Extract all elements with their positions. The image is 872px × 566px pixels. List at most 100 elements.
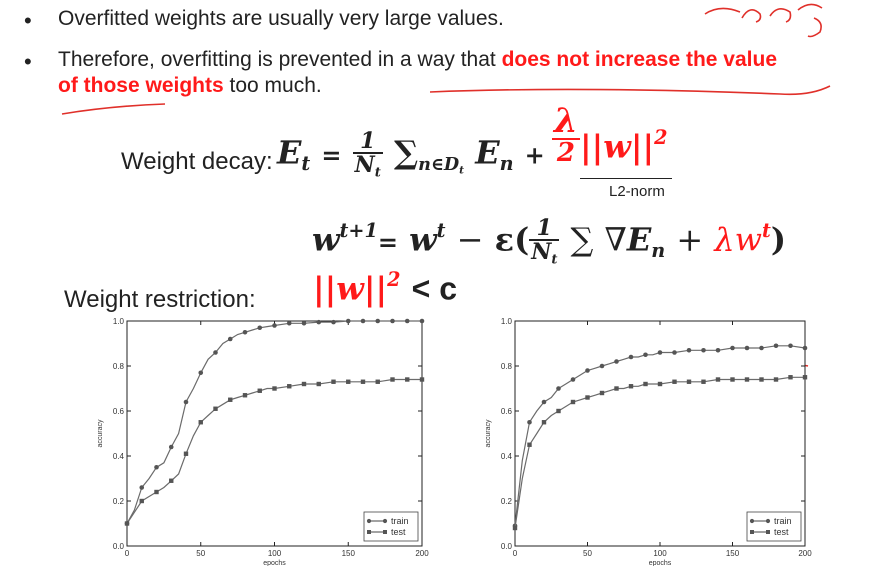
legend-box	[363, 511, 419, 542]
sum-sub: n∈Dt	[418, 154, 464, 177]
legend-marker	[383, 530, 387, 534]
x-tick-label: 100	[268, 549, 282, 558]
data-point-test	[198, 420, 203, 425]
x-tick-label: 100	[653, 549, 667, 558]
data-point-train	[686, 347, 692, 353]
y-tick-label: 0.2	[113, 497, 125, 506]
y-tick-label: 1.0	[113, 317, 125, 326]
nabla-symbol: ∇	[604, 220, 627, 259]
data-point-train	[419, 318, 425, 324]
legend-label-train: train	[774, 516, 792, 526]
data-point-train	[643, 352, 648, 358]
data-point-test	[614, 386, 619, 391]
equals-sign: =	[377, 227, 398, 257]
data-point-test	[759, 377, 764, 382]
data-point-test	[301, 381, 307, 387]
data-point-train	[527, 419, 532, 425]
data-point-test	[183, 451, 189, 456]
data-point-test	[585, 395, 590, 400]
data-point-train	[556, 386, 561, 391]
plot-frame	[126, 320, 423, 547]
math-sub-n: n	[651, 239, 666, 263]
y-tick-label: 0.0	[501, 542, 513, 551]
math-en: E	[475, 133, 500, 172]
bullet-text-2: Therefore, overfitting is prevented in a…	[58, 48, 777, 71]
data-point-train	[788, 343, 793, 349]
data-point-test	[788, 375, 793, 380]
data-point-train	[599, 363, 605, 369]
fraction: 1 Nt	[352, 130, 383, 181]
bullet-text-1: Overfitted weights are usually very larg…	[58, 7, 504, 30]
data-point-test	[405, 377, 410, 382]
data-point-train	[227, 336, 233, 342]
data-point-test	[272, 386, 277, 391]
data-point-test	[242, 393, 248, 398]
frac-den-sub: t	[374, 165, 381, 181]
math-w: w	[312, 220, 340, 259]
data-point-train	[390, 318, 395, 324]
data-point-test	[390, 377, 395, 382]
epsilon: ε(	[494, 220, 530, 259]
fraction: 1 Nt	[529, 217, 560, 267]
bullet-2-post: too much.	[223, 74, 322, 97]
data-point-test	[213, 406, 218, 411]
y-tick-label: 1.0	[501, 317, 513, 326]
legend-label-test: test	[774, 527, 789, 537]
data-point-train	[744, 345, 750, 351]
data-point-test	[257, 388, 262, 393]
chart-right: 0.0 0.2 0.4 0.6 0.8 1.0 0 50 100 150 200 epochs accu…	[485, 317, 812, 566]
data-point-test	[715, 377, 721, 382]
math-sup: t+1	[339, 218, 378, 242]
frac-den: Nt	[529, 241, 559, 267]
data-point-train	[213, 350, 218, 355]
data-point-train	[242, 329, 248, 335]
data-point-train	[257, 325, 263, 331]
highlight-line-2: of those weights	[58, 74, 224, 97]
legend-marker	[750, 530, 754, 534]
data-point-test	[643, 381, 648, 387]
restriction-norm: ||w||	[313, 269, 388, 308]
lambda: λ	[552, 101, 580, 141]
frac-den-n: N	[354, 152, 375, 178]
data-point-test	[744, 377, 750, 382]
data-point-train	[360, 318, 366, 324]
data-point-test	[541, 420, 547, 425]
math-w: w	[409, 220, 437, 259]
data-point-train	[345, 318, 351, 324]
data-point-train	[759, 345, 764, 351]
math-e: E	[277, 133, 302, 172]
frac-num: 1	[352, 130, 383, 154]
underline-stroke	[61, 103, 166, 115]
data-point-train	[628, 354, 634, 360]
two: 2	[556, 138, 575, 168]
math-sup: t	[436, 218, 446, 242]
data-point-train	[375, 318, 381, 324]
y-tick-label: 0.6	[113, 407, 125, 416]
l2-norm-caption: L2-norm	[609, 183, 665, 200]
sum-symbol: ∑	[394, 133, 419, 172]
data-point-test	[730, 377, 735, 382]
sum-symbol: ∑	[570, 220, 594, 259]
data-point-test	[802, 375, 808, 380]
legend-marker	[382, 518, 388, 524]
data-point-train	[404, 318, 410, 324]
y-tick-label: 0.8	[501, 362, 513, 371]
l2-underline	[580, 178, 672, 179]
data-point-test	[686, 379, 692, 384]
data-point-train	[802, 345, 808, 351]
y-tick-label: 0.6	[501, 407, 513, 416]
bullet-text-2-cont: of those weights too much.	[58, 74, 322, 97]
legend-marker	[765, 518, 771, 524]
data-point-test	[346, 379, 351, 384]
underline-stroke	[429, 85, 831, 96]
data-point-train	[614, 359, 619, 364]
y-tick-label: 0.4	[501, 452, 513, 461]
weight-decay-equation: Et = 1 Nt ∑n∈Dt En +	[277, 130, 545, 180]
l2-norm-term: ||w||2	[580, 126, 667, 165]
x-tick-label: 150	[342, 549, 356, 558]
equals-sign: =	[321, 140, 342, 170]
bullet-dot: •	[24, 8, 32, 33]
x-axis-label: epochs	[649, 560, 672, 566]
